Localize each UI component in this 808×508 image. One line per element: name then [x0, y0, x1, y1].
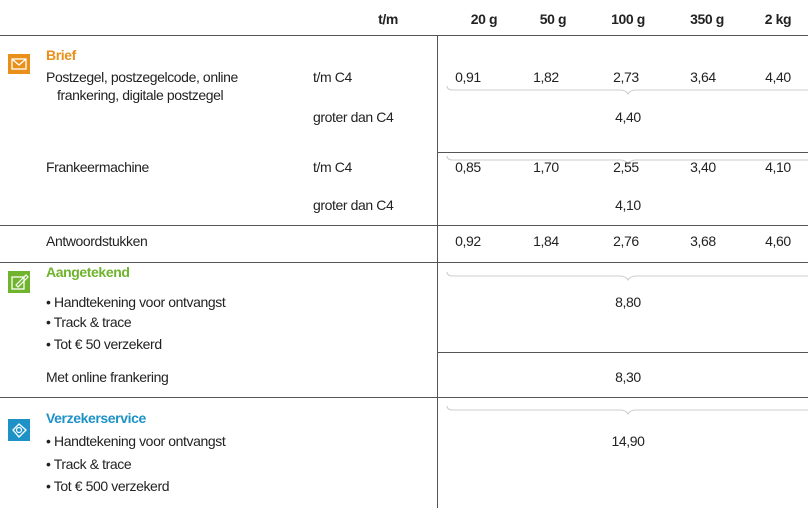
column-header: 20 g — [470, 11, 498, 27]
section-title: Verzekerservice — [46, 410, 146, 426]
row-label: Postzegel, postzegelcode, online — [46, 69, 238, 85]
column-header: 2 kg — [764, 11, 792, 27]
brace — [446, 85, 808, 96]
bullet: • Track & trace — [46, 456, 132, 472]
price: 0,91 — [455, 69, 481, 85]
price: 2,73 — [613, 69, 639, 85]
size-label: groter dan C4 — [313, 109, 394, 125]
bullet: • Handtekening voor ontvangst — [46, 433, 226, 449]
price: 0,85 — [455, 159, 481, 175]
bullet: • Handtekening voor ontvangst — [46, 294, 226, 310]
row-label: Antwoordstukken — [46, 233, 148, 249]
price: 2,55 — [613, 159, 639, 175]
bullet: • Tot € 50 verzekerd — [46, 336, 162, 352]
brace — [446, 271, 808, 282]
bullet: • Tot € 500 verzekerd — [46, 478, 170, 494]
size-label: t/m C4 — [313, 159, 352, 175]
price: 0,92 — [455, 233, 481, 249]
column-header: 350 g — [690, 11, 724, 27]
bullet: • Track & trace — [46, 314, 132, 330]
brace — [446, 405, 808, 416]
icon-aangetekend — [8, 271, 30, 293]
price: 3,68 — [690, 233, 716, 249]
section-title: Brief — [46, 47, 76, 63]
column-header: 100 g — [611, 11, 645, 27]
price: 4,40 — [615, 109, 641, 125]
section-title: Aangetekend — [46, 264, 130, 280]
brace — [446, 155, 808, 166]
price: 2,76 — [613, 233, 639, 249]
price: 4,40 — [765, 69, 791, 85]
price: 1,70 — [533, 159, 559, 175]
size-label: groter dan C4 — [313, 197, 394, 213]
size-label: t/m C4 — [313, 69, 352, 85]
icon-verzekerservice — [8, 419, 30, 441]
icon-brief — [8, 54, 30, 74]
row-label: frankering, digitale postzegel — [57, 87, 224, 103]
price: 1,82 — [533, 69, 559, 85]
price: 3,64 — [690, 69, 716, 85]
row-label: Frankeermachine — [46, 159, 149, 175]
price: 8,30 — [615, 369, 641, 385]
price: 4,60 — [765, 233, 791, 249]
price: 3,40 — [690, 159, 716, 175]
price: 1,84 — [533, 233, 559, 249]
price: 8,80 — [615, 294, 641, 310]
column-header: 50 g — [539, 11, 567, 27]
price: 4,10 — [615, 197, 641, 213]
column-header: t/m — [378, 11, 398, 27]
price: 14,90 — [611, 433, 645, 449]
price: 4,10 — [765, 159, 791, 175]
row-label: Met online frankering — [46, 369, 169, 385]
